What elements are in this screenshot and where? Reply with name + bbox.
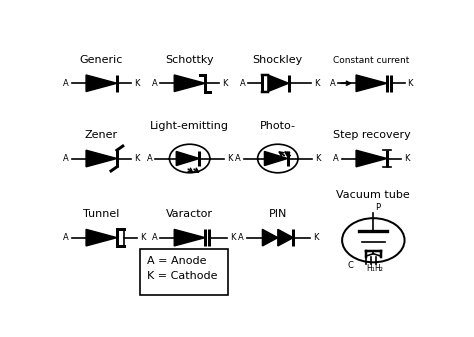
Text: A: A (238, 233, 244, 242)
Text: A: A (147, 154, 153, 163)
Polygon shape (278, 229, 293, 246)
Polygon shape (174, 75, 205, 92)
Text: C: C (347, 261, 354, 270)
Text: H₂: H₂ (374, 265, 383, 273)
Text: Zener: Zener (85, 130, 118, 140)
Text: K: K (222, 79, 228, 88)
Polygon shape (174, 229, 205, 246)
Text: A: A (64, 233, 69, 242)
Text: Vacuum tube: Vacuum tube (337, 190, 410, 200)
Text: H₁: H₁ (366, 265, 375, 273)
Text: K: K (408, 79, 413, 88)
Text: K: K (227, 154, 232, 163)
Polygon shape (86, 229, 117, 246)
Text: Schottky: Schottky (165, 55, 214, 65)
Text: K: K (313, 233, 319, 242)
Text: Photo-: Photo- (260, 121, 296, 131)
Text: K: K (404, 154, 410, 163)
Text: A: A (240, 79, 246, 88)
Polygon shape (263, 229, 278, 246)
Polygon shape (356, 150, 387, 167)
Text: A: A (333, 154, 339, 163)
Text: P: P (375, 204, 380, 213)
Text: K: K (134, 79, 139, 88)
Text: PIN: PIN (269, 209, 287, 219)
Text: K = Cathode: K = Cathode (146, 271, 217, 281)
Polygon shape (356, 75, 387, 92)
Text: Shockley: Shockley (253, 55, 303, 65)
Text: A: A (64, 79, 69, 88)
Polygon shape (176, 151, 200, 165)
Polygon shape (86, 150, 117, 167)
Text: A: A (152, 233, 157, 242)
Text: A = Anode: A = Anode (146, 256, 206, 266)
Text: K: K (134, 154, 139, 163)
Text: A: A (64, 154, 69, 163)
Text: K: K (230, 233, 236, 242)
Text: Constant current: Constant current (333, 56, 410, 65)
Text: A: A (330, 79, 336, 88)
Text: Varactor: Varactor (166, 209, 213, 219)
Text: Step recovery: Step recovery (333, 130, 410, 140)
Text: Tunnel: Tunnel (83, 209, 119, 219)
Text: Generic: Generic (80, 55, 123, 65)
Text: A: A (235, 154, 241, 163)
Polygon shape (268, 75, 289, 92)
Text: A: A (152, 79, 157, 88)
Text: K: K (314, 79, 319, 88)
Text: K: K (315, 154, 320, 163)
Text: Light-emitting: Light-emitting (150, 121, 229, 131)
Polygon shape (86, 75, 117, 92)
Polygon shape (264, 151, 288, 165)
Text: K: K (140, 233, 146, 242)
